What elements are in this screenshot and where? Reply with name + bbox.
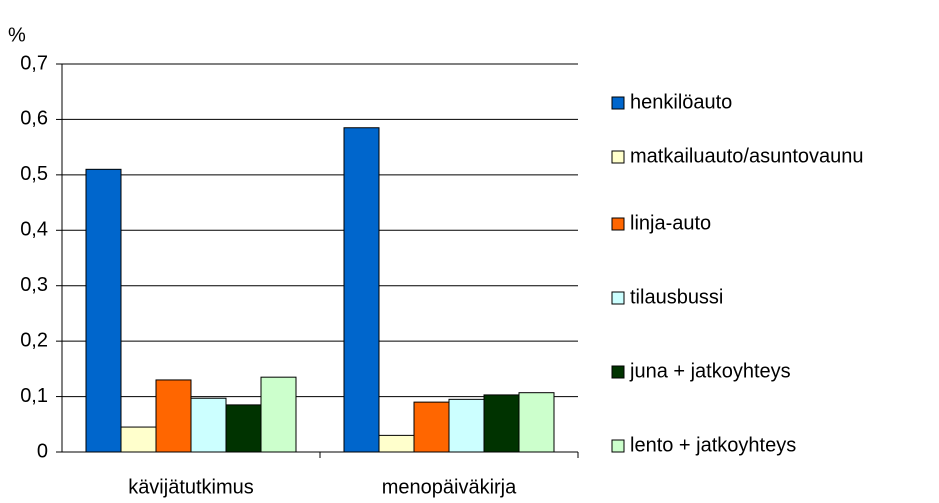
y-tick-label: 0,5 [20,163,48,185]
bar [378,434,415,453]
bar [413,401,450,453]
legend-label: linja-auto [630,212,711,234]
legend-swatch [611,365,625,379]
bar [448,398,485,453]
legend-swatch [611,217,625,231]
legend-label: henkilöauto [630,91,732,113]
legend-label: matkailuauto/asuntovaunu [630,145,864,167]
legend-label: tilausbussi [630,286,723,308]
legend-label: juna + jatkoyhteys [629,360,791,382]
legend-swatch [611,96,625,110]
y-tick-label: 0,1 [20,385,48,407]
y-axis-label: % [8,24,26,46]
bar [343,127,380,453]
y-tick-label: 0,2 [20,329,48,351]
legend-label: lento + jatkoyhteys [630,434,796,456]
bar [260,376,297,453]
y-tick-label: 0,4 [20,219,48,241]
legend-swatch [611,291,625,305]
bar [155,379,192,453]
y-tick-label: 0,6 [20,108,48,130]
x-tick-label: kävijätutkimus [128,476,254,498]
y-tick-label: 0,7 [20,52,48,74]
bar [518,392,555,453]
bar [483,394,520,453]
bar [225,404,262,453]
bar [120,426,157,453]
y-tick-label: 0,3 [20,274,48,296]
bar [85,168,122,453]
x-tick-label: menopäiväkirja [382,476,517,498]
bar [190,397,227,453]
legend-swatch [611,439,625,453]
legend-swatch [611,150,625,164]
y-tick-label: 0 [37,440,48,462]
